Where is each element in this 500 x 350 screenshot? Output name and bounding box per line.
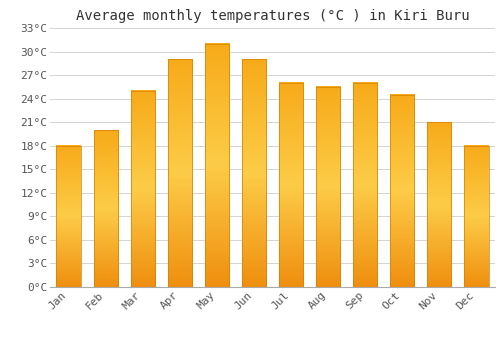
Bar [130,91,155,287]
Bar [94,130,118,287]
Bar [428,122,452,287]
Bar [279,83,303,287]
Bar [205,44,229,287]
Bar [316,87,340,287]
Bar [168,60,192,287]
Bar [390,95,414,287]
Bar [56,146,80,287]
Bar [242,60,266,287]
Bar [353,83,378,287]
Bar [464,146,488,287]
Title: Average monthly temperatures (°C ) in Kiri Buru: Average monthly temperatures (°C ) in Ki… [76,9,469,23]
